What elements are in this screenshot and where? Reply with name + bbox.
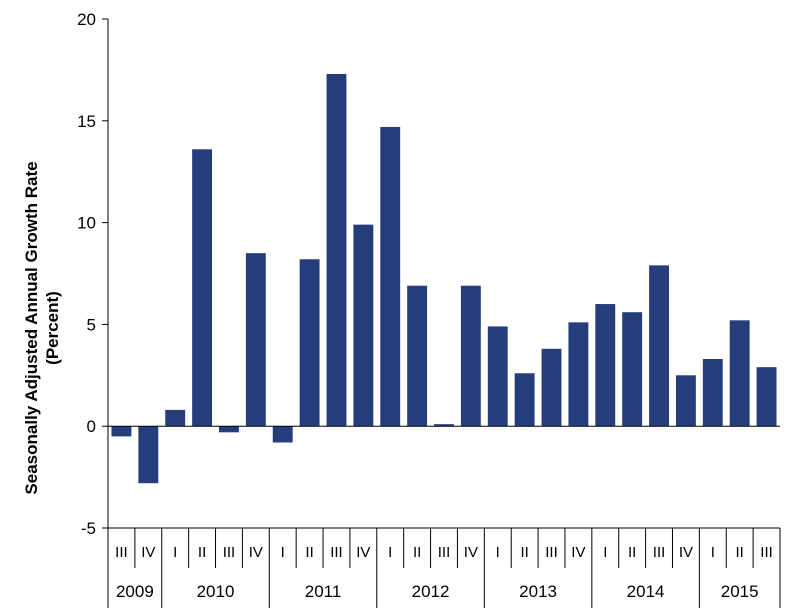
bar-7 xyxy=(299,259,320,427)
y-tick-label: 15 xyxy=(77,112,96,131)
quarter-label: III xyxy=(330,544,343,561)
bar-18 xyxy=(595,304,616,427)
quarter-label: I xyxy=(496,544,500,561)
y-tick-label: 20 xyxy=(77,10,96,29)
quarter-label: IV xyxy=(356,544,370,561)
quarter-label: I xyxy=(388,544,392,561)
y-tick-labels: -5 0 5 10 15 20 xyxy=(77,10,108,538)
year-label-2015: 2015 xyxy=(721,582,759,601)
quarter-label: I xyxy=(603,544,607,561)
y-axis-title-line1: Seasonally Adjusted Annual Growth Rate xyxy=(22,161,41,494)
quarter-label: II xyxy=(628,544,636,561)
year-label-2014: 2014 xyxy=(627,582,665,601)
quarter-label: III xyxy=(545,544,558,561)
quarter-label: II xyxy=(520,544,528,561)
year-label-2013: 2013 xyxy=(519,582,557,601)
quarter-label: II xyxy=(413,544,421,561)
quarter-label: III xyxy=(223,544,236,561)
quarter-label: I xyxy=(173,544,177,561)
x-category-axis: III IV I II III IV I II III IV I II III IV I II III IV I II… xyxy=(107,527,781,608)
quarter-label: II xyxy=(198,544,206,561)
y-tick-label: 10 xyxy=(77,214,96,233)
bar-14 xyxy=(487,326,508,427)
y-tick-label: -5 xyxy=(81,519,96,538)
year-label-2011: 2011 xyxy=(305,582,342,601)
year-label-2009: 2009 xyxy=(116,582,154,601)
bar-20 xyxy=(649,265,669,427)
y-tick-label: 5 xyxy=(87,315,96,334)
quarter-label: IV xyxy=(679,544,693,561)
bar-21 xyxy=(675,375,696,427)
axes xyxy=(107,19,780,528)
year-label-2012: 2012 xyxy=(412,582,450,601)
y-axis-title: Seasonally Adjusted Annual Growth Rate (… xyxy=(22,161,62,494)
bar-24 xyxy=(756,367,777,427)
quarter-label: III xyxy=(438,544,451,561)
bar-3 xyxy=(192,149,213,427)
quarter-label: IV xyxy=(464,544,478,561)
bar-11 xyxy=(407,285,428,427)
quarter-label: III xyxy=(760,544,773,561)
bar-22 xyxy=(702,359,723,427)
bar-8 xyxy=(326,73,347,427)
quarter-label: III xyxy=(115,544,128,561)
quarter-label: I xyxy=(711,544,715,561)
year-label-2010: 2010 xyxy=(197,582,235,601)
bar-4 xyxy=(219,426,239,433)
bar-15 xyxy=(514,373,535,427)
bar-2 xyxy=(165,409,186,427)
bar-17 xyxy=(568,322,589,427)
y-tick-label: 0 xyxy=(87,417,96,436)
quarter-label: IV xyxy=(141,544,155,561)
bar-12 xyxy=(434,424,454,427)
quarter-label: IV xyxy=(249,544,263,561)
bar-0 xyxy=(111,426,132,437)
bar-series xyxy=(111,73,777,484)
bar-5 xyxy=(245,253,266,427)
bar-13 xyxy=(460,285,481,427)
bar-1 xyxy=(138,426,159,484)
bar-6 xyxy=(272,426,293,443)
bar-16 xyxy=(541,348,562,427)
quarter-label: I xyxy=(281,544,285,561)
bar-9 xyxy=(353,224,374,427)
quarter-label: II xyxy=(305,544,313,561)
y-axis-title-line2: (Percent) xyxy=(43,291,62,365)
quarter-label: IV xyxy=(571,544,585,561)
quarter-label: II xyxy=(736,544,744,561)
bar-19 xyxy=(622,312,643,427)
bar-23 xyxy=(729,320,750,427)
quarter-label: III xyxy=(653,544,666,561)
bar-10 xyxy=(380,126,401,427)
